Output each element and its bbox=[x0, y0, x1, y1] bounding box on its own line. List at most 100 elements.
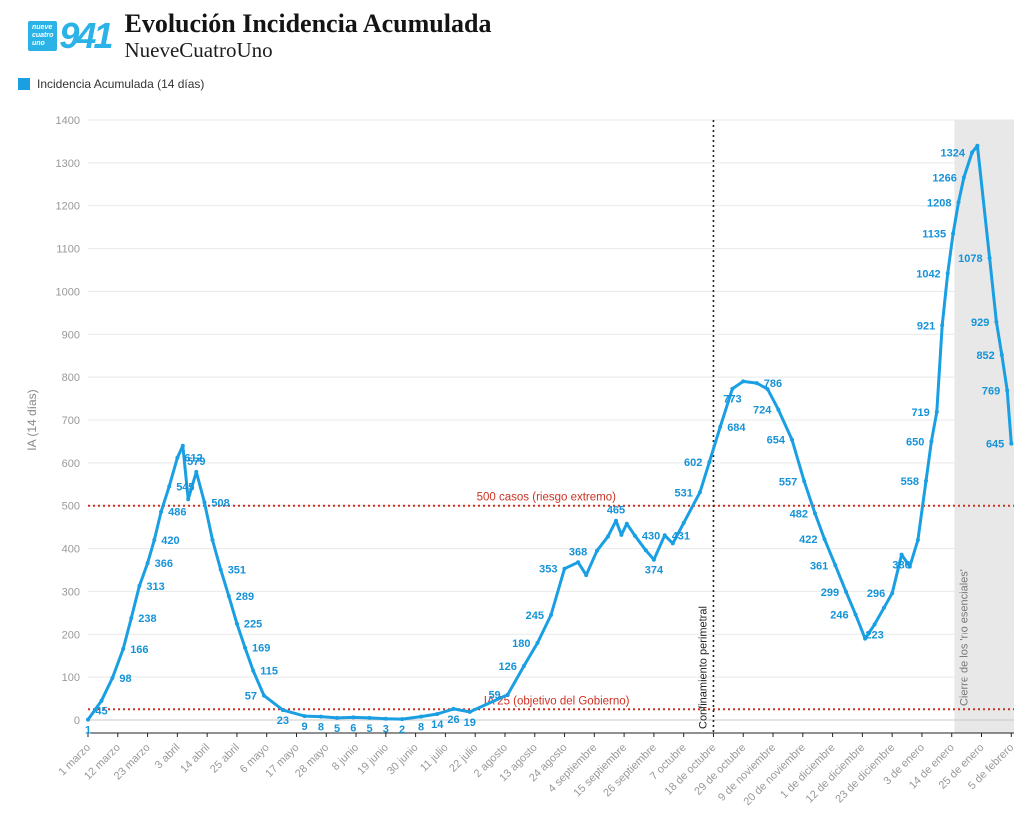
brand-word-1: nueve bbox=[32, 23, 53, 31]
data-point-label: 353 bbox=[539, 564, 557, 576]
data-point-label: 482 bbox=[790, 509, 808, 521]
data-point-labels: 1459816623831336642048654561257950835128… bbox=[85, 148, 1004, 737]
svg-text:0: 0 bbox=[74, 715, 80, 727]
data-point-label: 1208 bbox=[927, 198, 951, 210]
lockdown-vline: Confinamiento perimetral bbox=[697, 120, 715, 734]
svg-text:1200: 1200 bbox=[56, 201, 80, 213]
data-point-label: 5 bbox=[334, 723, 340, 735]
data-point-label: 852 bbox=[976, 350, 994, 362]
data-point-label: 115 bbox=[260, 666, 278, 678]
data-point-label: 166 bbox=[130, 644, 148, 656]
x-tick-label: 30 junio bbox=[385, 742, 421, 778]
data-point-label: 8 bbox=[318, 722, 324, 734]
data-point-label: 223 bbox=[865, 630, 883, 642]
brand-word-3: uno bbox=[32, 39, 45, 47]
data-point-label: 1 bbox=[85, 725, 91, 737]
data-point-label: 9 bbox=[302, 721, 308, 733]
data-point-label: 299 bbox=[821, 587, 839, 599]
threshold-label: 500 casos (riesgo extremo) bbox=[477, 492, 617, 504]
data-point-label: 1078 bbox=[958, 253, 982, 265]
brand-logo-number: 941 bbox=[59, 14, 113, 56]
brand-logo: nueve cuatro uno 941 bbox=[28, 14, 113, 57]
header: nueve cuatro uno 941 Evolución Incidenci… bbox=[0, 0, 1032, 61]
data-point-label: 645 bbox=[986, 439, 1004, 451]
data-point-label: 296 bbox=[867, 588, 885, 600]
data-point-markers bbox=[86, 143, 1014, 722]
data-point-label: 1135 bbox=[922, 229, 946, 241]
y-axis-labels: 0 100 200 300 400 500 600 700 800 900 1000 1100 1200… bbox=[56, 115, 80, 727]
x-tick-label: 25 abril bbox=[208, 742, 242, 776]
data-point-label: 431 bbox=[672, 531, 690, 543]
data-point-label: 545 bbox=[176, 482, 194, 494]
data-point-label: 654 bbox=[767, 435, 786, 447]
data-point-label: 579 bbox=[187, 456, 205, 468]
y-axis-title: IA (14 días) bbox=[25, 390, 39, 451]
data-point-label: 3 bbox=[383, 724, 389, 736]
chart: Cierre de los 'no esenciales' 0 100 200 300 4… bbox=[25, 115, 1016, 808]
svg-text:1300: 1300 bbox=[56, 158, 80, 170]
data-point-label: 786 bbox=[764, 378, 782, 390]
svg-text:1000: 1000 bbox=[56, 287, 80, 299]
data-point-label: 773 bbox=[723, 394, 741, 406]
data-point-label: 19 bbox=[464, 717, 476, 729]
data-point-label: 238 bbox=[138, 613, 156, 625]
lockdown-label: Confinamiento perimetral bbox=[697, 606, 709, 729]
title-block: Evolución Incidencia Acumulada NueveCuat… bbox=[124, 10, 491, 61]
data-point-label: 225 bbox=[244, 619, 262, 631]
data-point-label: 361 bbox=[810, 561, 828, 573]
data-point-label: 1266 bbox=[932, 173, 956, 185]
data-point-label: 724 bbox=[753, 405, 772, 417]
data-point-label: 2 bbox=[399, 724, 405, 736]
data-point-label: 769 bbox=[982, 386, 1000, 398]
x-tick-label: 11 julio bbox=[418, 742, 451, 775]
svg-text:600: 600 bbox=[62, 458, 80, 470]
data-point-label: 98 bbox=[119, 673, 131, 685]
data-point-label: 368 bbox=[569, 547, 587, 559]
y-axis-title-label: IA (14 días) bbox=[25, 390, 39, 451]
data-point-label: 366 bbox=[155, 558, 173, 570]
data-point-label: 465 bbox=[607, 505, 625, 517]
svg-text:100: 100 bbox=[62, 672, 80, 684]
data-point-label: 650 bbox=[906, 437, 924, 449]
data-point-label: 1042 bbox=[916, 269, 940, 281]
data-point-label: 351 bbox=[228, 565, 246, 577]
data-point-label: 26 bbox=[447, 714, 459, 726]
closure-band-label: Cierre de los 'no esenciales' bbox=[958, 569, 970, 706]
brand-word-2: cuatro bbox=[32, 31, 54, 39]
data-point-label: 430 bbox=[642, 531, 660, 543]
data-point-label: 508 bbox=[211, 498, 229, 510]
legend-swatch bbox=[18, 78, 30, 91]
svg-text:1400: 1400 bbox=[56, 115, 80, 127]
data-point-label: 386 bbox=[892, 560, 910, 572]
data-point-label: 684 bbox=[727, 422, 746, 434]
svg-text:400: 400 bbox=[62, 544, 80, 556]
data-point-label: 422 bbox=[799, 534, 817, 546]
threshold-label: IA 25 (objetivo del Gobierno) bbox=[484, 696, 630, 708]
svg-text:500: 500 bbox=[62, 501, 80, 513]
data-point-label: 169 bbox=[252, 643, 270, 655]
data-point-label: 719 bbox=[911, 407, 929, 419]
svg-text:1100: 1100 bbox=[56, 244, 80, 256]
x-tick-label: 19 junio bbox=[355, 742, 391, 778]
data-point-label: 313 bbox=[146, 581, 164, 593]
svg-text:200: 200 bbox=[62, 630, 80, 642]
data-point-label: 180 bbox=[512, 638, 530, 650]
data-point-label: 374 bbox=[645, 565, 664, 577]
data-point-label: 23 bbox=[277, 715, 289, 727]
data-point-label: 245 bbox=[526, 610, 544, 622]
data-point-label: 57 bbox=[245, 691, 257, 703]
page-title: Evolución Incidencia Acumulada bbox=[124, 9, 492, 38]
data-point-label: 612 bbox=[184, 453, 202, 465]
data-point-label: 126 bbox=[499, 661, 517, 673]
svg-text:800: 800 bbox=[62, 372, 80, 384]
page-subtitle: NueveCuatroUno bbox=[124, 38, 273, 63]
data-point-label: 531 bbox=[675, 488, 693, 500]
data-point-label: 246 bbox=[830, 610, 848, 622]
data-point-label: 602 bbox=[684, 457, 702, 469]
data-point-label: 557 bbox=[779, 477, 797, 489]
svg-text:300: 300 bbox=[62, 587, 80, 599]
data-point-label: 289 bbox=[236, 591, 254, 603]
x-tick-label: 14 abril bbox=[178, 742, 212, 776]
svg-text:700: 700 bbox=[62, 415, 80, 427]
